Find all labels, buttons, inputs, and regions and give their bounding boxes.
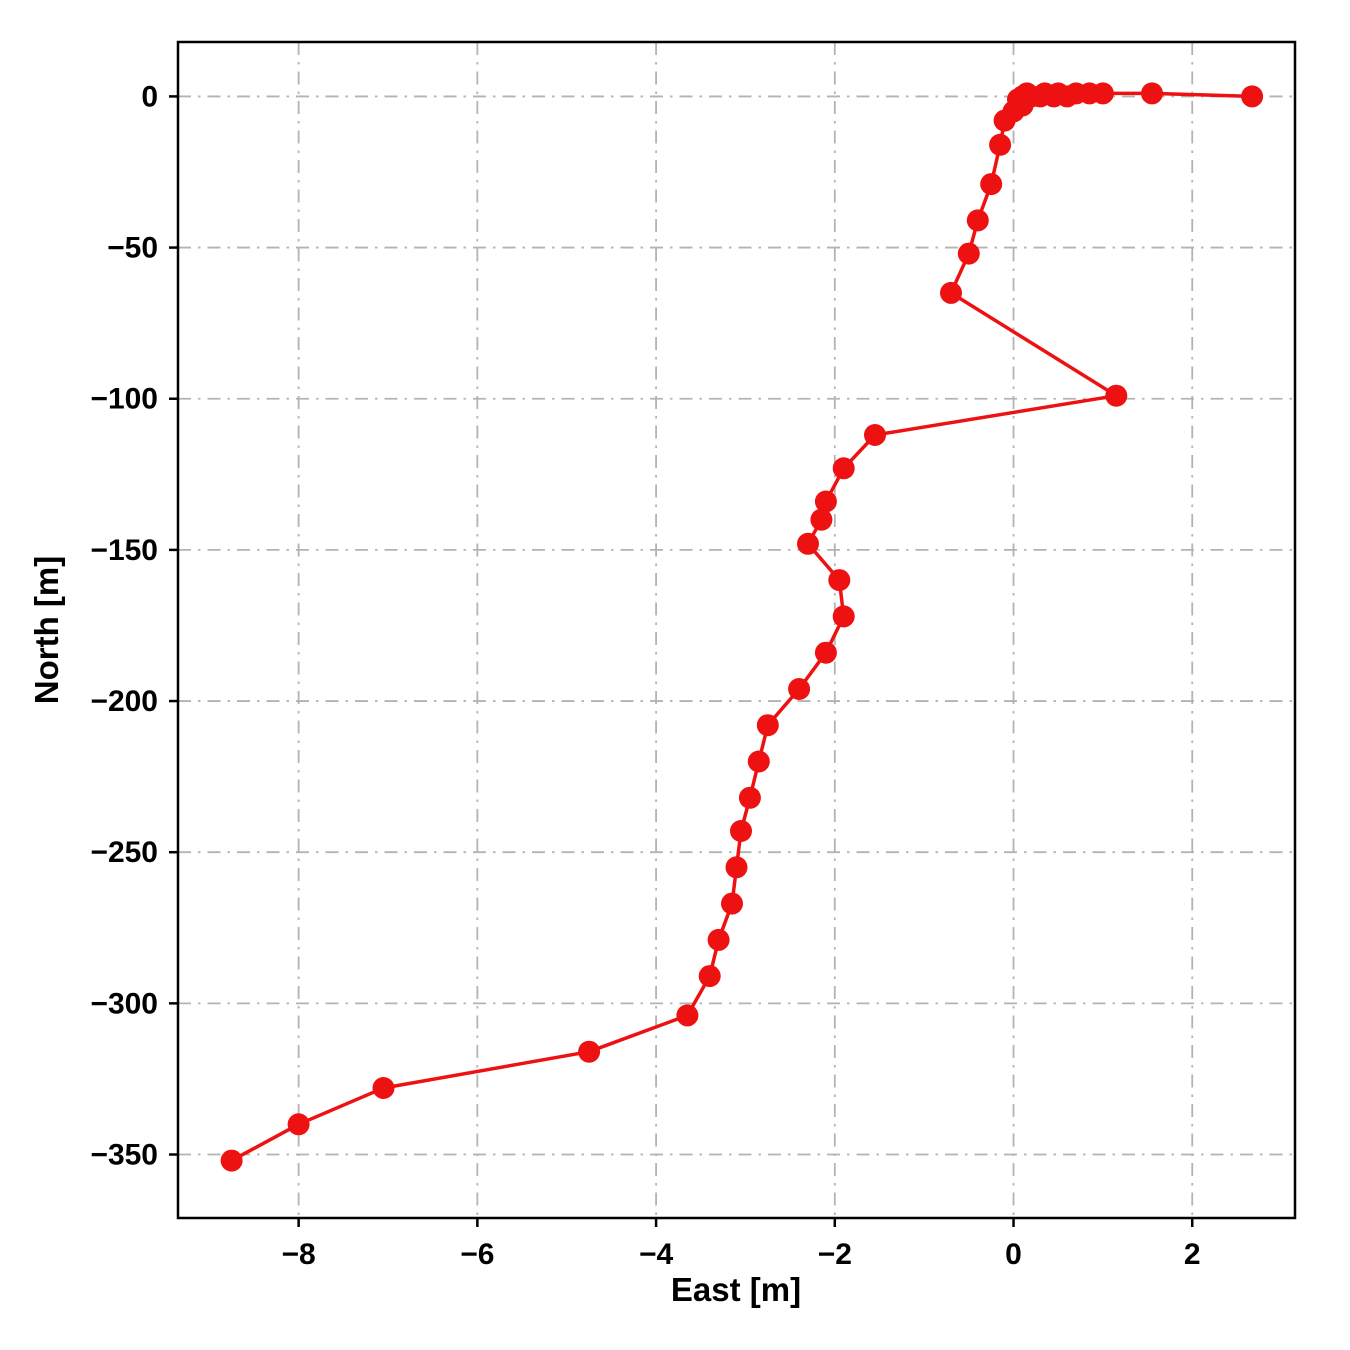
data-point-marker bbox=[832, 605, 855, 628]
data-point-marker bbox=[747, 750, 770, 773]
data-point-marker bbox=[730, 820, 752, 842]
data-point-marker bbox=[578, 1040, 601, 1063]
y-axis-label: North [m] bbox=[28, 556, 65, 704]
data-point-marker bbox=[721, 892, 743, 915]
data-point-marker bbox=[864, 424, 886, 446]
data-point-marker bbox=[814, 490, 837, 513]
y-tick-label: 0 bbox=[141, 80, 158, 113]
data-point-marker bbox=[993, 109, 1016, 132]
x-tick-label: 2 bbox=[1184, 1238, 1201, 1271]
data-point-marker bbox=[797, 532, 819, 555]
data-point-marker bbox=[756, 714, 779, 737]
data-point-marker bbox=[220, 1149, 243, 1172]
grid-layer bbox=[178, 42, 1295, 1218]
y-tick-label: −300 bbox=[90, 987, 158, 1020]
data-point-marker bbox=[1105, 384, 1128, 407]
y-tick-label: −150 bbox=[90, 534, 158, 567]
data-point-marker bbox=[676, 1004, 699, 1027]
data-point-marker bbox=[957, 242, 980, 265]
y-tick-label: −100 bbox=[90, 383, 158, 416]
y-tick-label: −350 bbox=[90, 1139, 158, 1172]
x-tick-label: −8 bbox=[282, 1238, 316, 1271]
data-point-marker bbox=[1241, 85, 1264, 108]
data-point-marker bbox=[828, 569, 851, 592]
x-tick-label: −6 bbox=[460, 1238, 494, 1271]
data-point-marker bbox=[725, 856, 748, 879]
trajectory-line bbox=[229, 91, 1254, 1163]
x-tick-label: −4 bbox=[639, 1238, 674, 1271]
data-point-marker bbox=[698, 965, 721, 988]
trajectory-series bbox=[220, 82, 1264, 1172]
axes-layer: −8 −6 −4 −2 0 2 0 −50 −100 −150 −200 −250 −300 −350 bbox=[90, 40, 1297, 1271]
data-point-marker bbox=[940, 281, 962, 304]
y-tick-label: −250 bbox=[90, 836, 158, 869]
data-point-marker bbox=[814, 641, 837, 664]
x-tick-label: 0 bbox=[1005, 1238, 1022, 1271]
data-point-marker bbox=[966, 209, 989, 232]
data-point-marker bbox=[738, 786, 761, 809]
x-axis-label: East [m] bbox=[671, 1271, 801, 1308]
data-point-marker bbox=[372, 1077, 395, 1099]
y-tick-label: −200 bbox=[90, 685, 158, 718]
data-point-marker bbox=[707, 928, 730, 951]
data-point-marker bbox=[788, 678, 811, 700]
y-tick-label: −50 bbox=[107, 232, 158, 265]
plot-frame bbox=[176, 40, 1297, 1220]
data-point-marker bbox=[980, 173, 1003, 196]
data-point-marker bbox=[287, 1113, 310, 1136]
x-tick-label: −2 bbox=[818, 1238, 852, 1271]
data-point-marker bbox=[832, 457, 855, 480]
data-point-marker bbox=[989, 133, 1012, 156]
data-point-marker bbox=[810, 508, 833, 531]
data-point-marker bbox=[1141, 82, 1163, 105]
